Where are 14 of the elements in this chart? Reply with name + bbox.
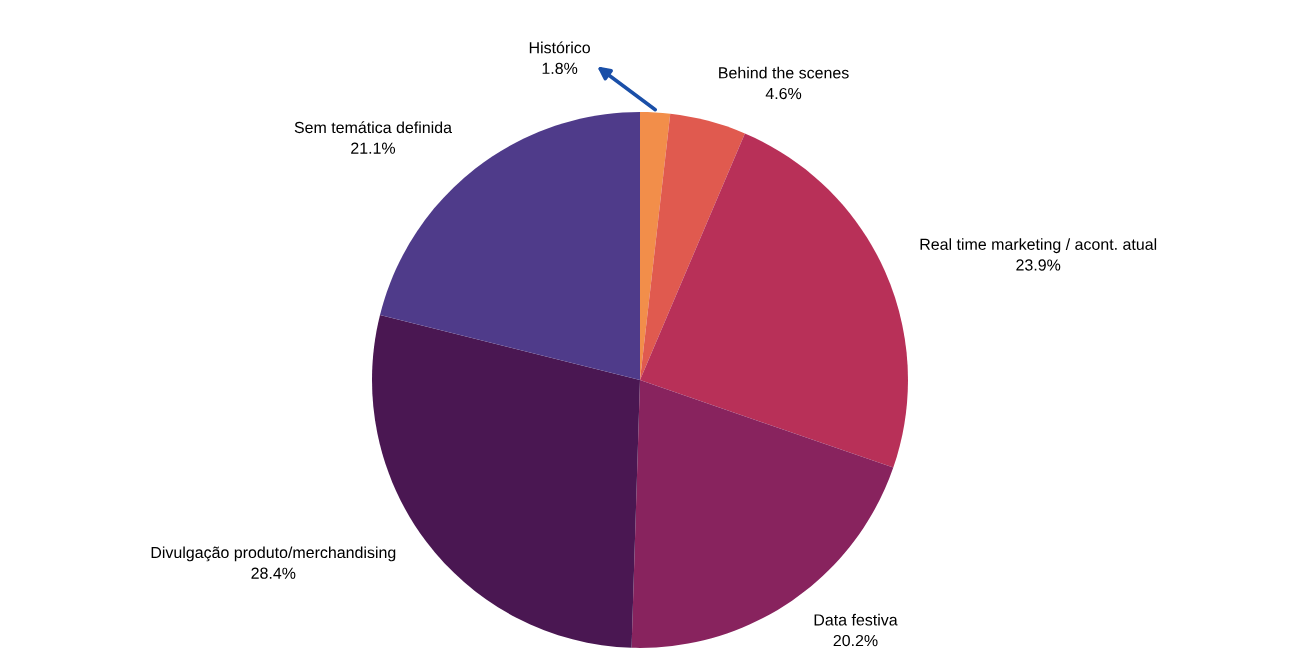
slice-label: Real time marketing / acont. atual [920, 238, 1157, 254]
data-label: 20.2% [833, 634, 878, 647]
slice-label: Histórico [529, 41, 590, 54]
pie-slice [640, 133, 908, 468]
data-label: 21.1% [351, 142, 396, 154]
slice-label: Divulgação produto/merchandising [151, 546, 396, 562]
data-label: 4.6% [765, 87, 802, 100]
pie-slice [640, 113, 745, 380]
slice-label: Data festiva [814, 613, 898, 626]
data-label: 23.9% [1016, 259, 1061, 271]
slice-label: Behind the scenes [719, 66, 849, 79]
data-label: 1.8% [542, 62, 578, 74]
slice-label: Sem temática definida [294, 121, 452, 134]
data-label: 28.4% [251, 567, 296, 579]
